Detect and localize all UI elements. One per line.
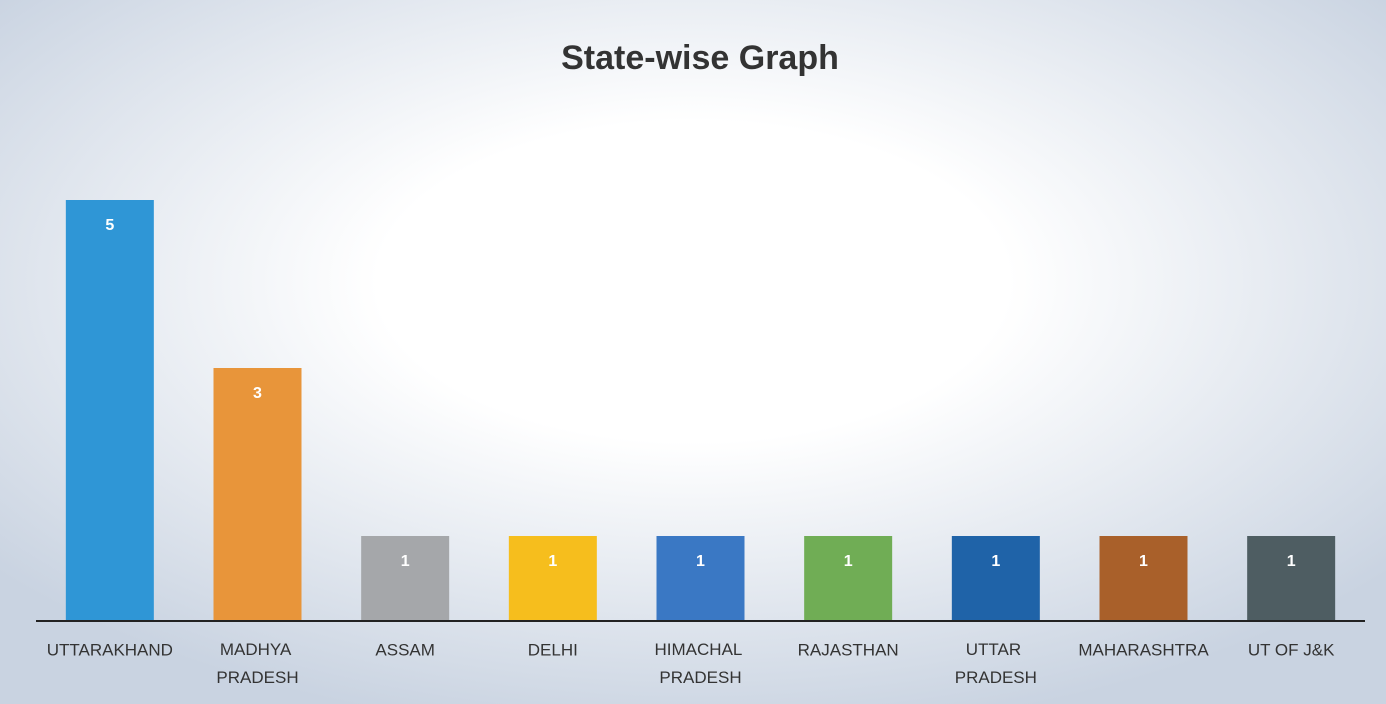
data-label: 1 bbox=[401, 553, 410, 570]
x-tick-label: UTTAR PRADESH bbox=[955, 640, 1037, 687]
x-tick-label: MAHARASHTRA bbox=[1078, 640, 1209, 659]
bar bbox=[213, 368, 302, 620]
x-tick-label: DELHI bbox=[528, 640, 578, 659]
data-label: 5 bbox=[105, 217, 114, 234]
bar bbox=[361, 536, 450, 620]
data-label: 1 bbox=[1287, 553, 1296, 570]
x-tick-label: UTTARAKHAND bbox=[47, 640, 173, 659]
x-tick-label: UT OF J&K bbox=[1248, 640, 1335, 659]
data-label: 1 bbox=[991, 553, 1000, 570]
bar bbox=[804, 536, 893, 620]
data-label: 1 bbox=[844, 553, 853, 570]
bar bbox=[656, 536, 745, 620]
data-label: 1 bbox=[548, 553, 557, 570]
bar bbox=[508, 536, 597, 620]
chart-title: State-wise Graph bbox=[561, 39, 839, 77]
x-tick-label: RAJASTHAN bbox=[798, 640, 899, 659]
x-tick-label: HIMACHAL PRADESH bbox=[655, 640, 747, 687]
x-tick-label: ASSAM bbox=[375, 640, 435, 659]
bar bbox=[1099, 536, 1188, 620]
x-tick-label: MADHYA PRADESH bbox=[216, 640, 298, 687]
data-label: 1 bbox=[1139, 553, 1148, 570]
data-label: 3 bbox=[253, 385, 262, 402]
bar bbox=[65, 200, 154, 620]
bar bbox=[951, 536, 1040, 620]
data-label: 1 bbox=[696, 553, 705, 570]
bar bbox=[1247, 536, 1336, 620]
